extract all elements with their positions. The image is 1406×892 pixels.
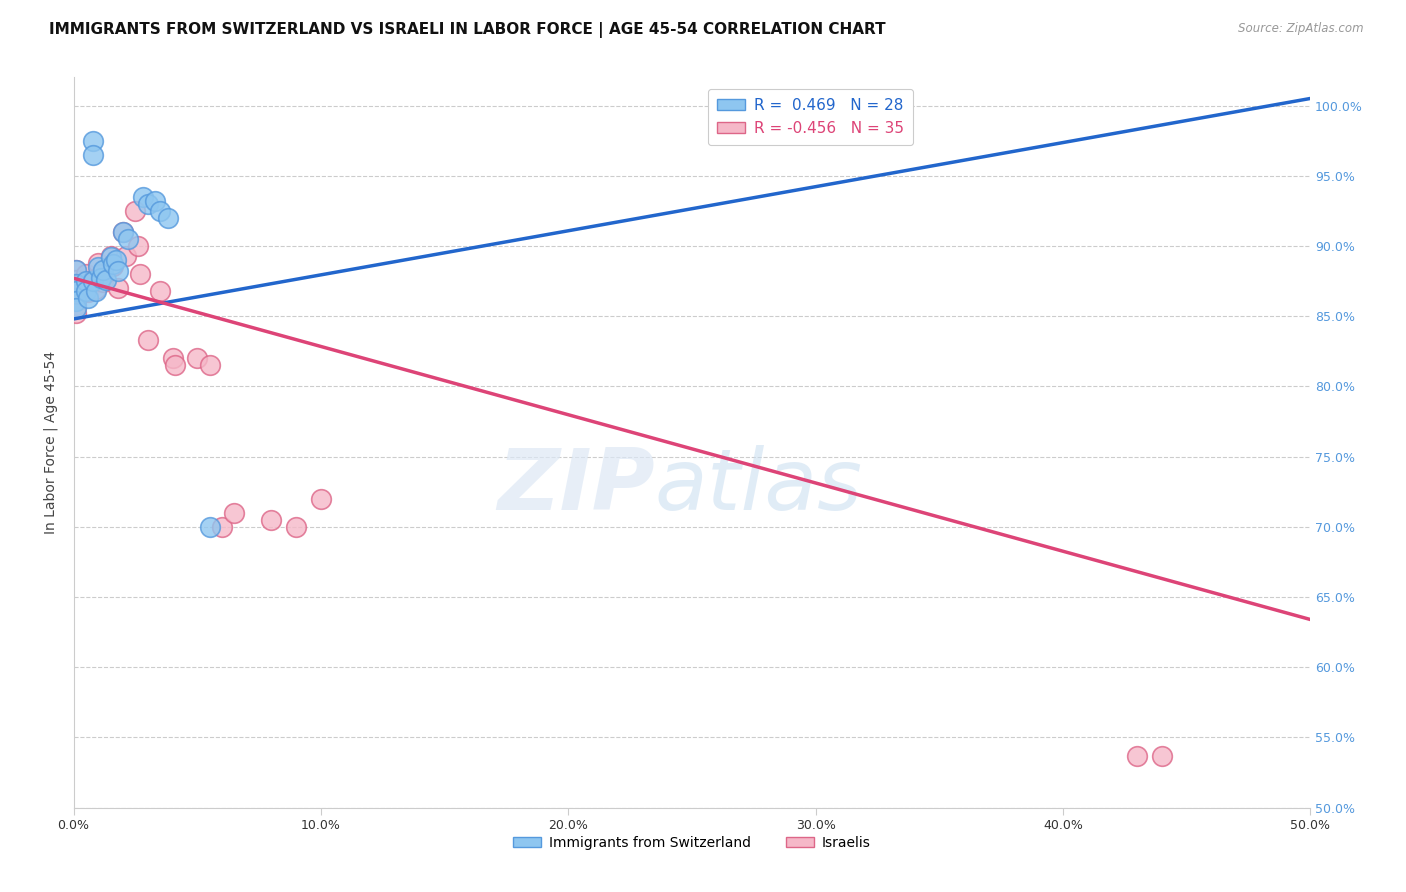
Point — [198, 359, 221, 373]
Point — [143, 194, 166, 208]
Point — [132, 190, 155, 204]
Point — [82, 274, 104, 288]
Point — [65, 291, 87, 305]
Point — [260, 513, 283, 527]
Text: Source: ZipAtlas.com: Source: ZipAtlas.com — [1239, 22, 1364, 36]
Point — [162, 351, 184, 366]
Point — [75, 284, 97, 298]
Point — [84, 284, 107, 298]
Text: atlas: atlas — [655, 445, 863, 528]
Point — [104, 252, 127, 267]
Point — [100, 250, 122, 264]
Point — [91, 276, 114, 290]
Point — [1126, 748, 1149, 763]
Point — [149, 203, 172, 218]
Point — [65, 301, 87, 315]
Point — [84, 283, 107, 297]
Point — [75, 267, 97, 281]
Point — [65, 298, 87, 312]
Point — [211, 520, 233, 534]
Point — [127, 239, 149, 253]
Point — [114, 249, 136, 263]
Point — [117, 232, 139, 246]
Point — [156, 211, 179, 225]
Point — [136, 196, 159, 211]
Point — [87, 256, 110, 270]
Point — [90, 267, 112, 281]
Point — [65, 262, 87, 277]
Point — [65, 272, 87, 286]
Point — [129, 267, 152, 281]
Point — [65, 277, 87, 291]
Point — [77, 285, 100, 300]
Point — [198, 520, 221, 534]
Point — [101, 259, 124, 273]
Point — [100, 249, 122, 263]
Point — [124, 203, 146, 218]
Point — [90, 271, 112, 285]
Point — [91, 262, 114, 277]
Point — [75, 274, 97, 288]
Point — [149, 284, 172, 298]
Text: IMMIGRANTS FROM SWITZERLAND VS ISRAELI IN LABOR FORCE | AGE 45-54 CORRELATION CH: IMMIGRANTS FROM SWITZERLAND VS ISRAELI I… — [49, 22, 886, 38]
Point — [65, 281, 87, 295]
Point — [65, 284, 87, 298]
Point — [163, 359, 186, 373]
Point — [309, 491, 332, 506]
Point — [87, 260, 110, 274]
Point — [82, 147, 104, 161]
Point — [65, 306, 87, 320]
Legend: R =  0.469   N = 28, R = -0.456   N = 35: R = 0.469 N = 28, R = -0.456 N = 35 — [709, 88, 912, 145]
Point — [75, 277, 97, 291]
Point — [65, 262, 87, 277]
Point — [186, 351, 208, 366]
Point — [82, 134, 104, 148]
Text: ZIP: ZIP — [498, 445, 655, 528]
Point — [107, 281, 129, 295]
Point — [1150, 748, 1173, 763]
Point — [65, 293, 87, 308]
Point — [136, 333, 159, 347]
Point — [82, 272, 104, 286]
Y-axis label: In Labor Force | Age 45-54: In Labor Force | Age 45-54 — [44, 351, 58, 534]
Point — [112, 225, 135, 239]
Point — [101, 257, 124, 271]
Point — [285, 520, 308, 534]
Point — [77, 291, 100, 305]
Point — [112, 225, 135, 239]
Point — [94, 272, 117, 286]
Point — [224, 506, 246, 520]
Point — [107, 264, 129, 278]
